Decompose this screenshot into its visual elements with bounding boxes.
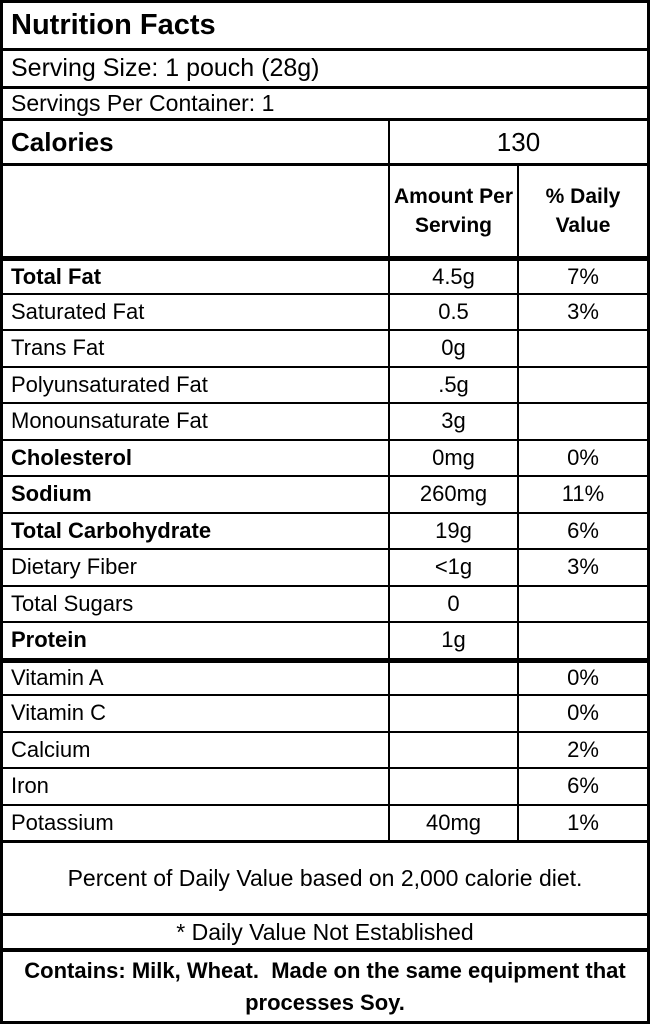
nutrient-label: Monounsaturate Fat — [11, 408, 208, 434]
nutrient-amount: 1g — [388, 623, 517, 658]
nutrient-dv: 0% — [517, 440, 647, 475]
nutrient-dv — [517, 367, 647, 402]
nutrient-row-total-fat: Total Fat 4.5g 7% — [3, 256, 647, 293]
nutrient-label: Total Fat — [11, 263, 102, 289]
calories-row: Calories 130 — [3, 118, 647, 163]
percent-daily-value-note: Percent of Daily Value based on 2,000 ca… — [3, 840, 647, 913]
nutrient-label: Total Sugars — [11, 590, 134, 616]
nutrient-label: Total Carbohydrate — [11, 517, 212, 543]
nutrient-label: Trans Fat — [11, 335, 105, 361]
vitamin-label: Vitamin A — [11, 665, 104, 691]
vitamin-dv: 1% — [517, 805, 647, 840]
nutrient-label: Polyunsaturated Fat — [11, 371, 208, 397]
nutrient-row-total-sugars: Total Sugars 0 — [3, 584, 647, 621]
calories-value: 130 — [388, 121, 647, 163]
nutrient-dv: 3% — [517, 294, 647, 329]
vitamin-dv: 2% — [517, 732, 647, 767]
label-title-text: Nutrition Facts — [11, 9, 216, 41]
nutrient-row-protein: Protein 1g — [3, 621, 647, 658]
nutrient-dv: 6% — [517, 513, 647, 548]
nutrient-row-monounsaturate-fat: Monounsaturate Fat 3g — [3, 402, 647, 439]
vitamin-dv: 0% — [517, 696, 647, 731]
column-header-row: Amount Per Serving % Daily Value — [3, 163, 647, 256]
vitamin-dv: 6% — [517, 769, 647, 804]
allergen-statement-text: Contains: Milk, Wheat. Made on the same … — [24, 957, 632, 1015]
header-amount-per-serving: Amount Per Serving — [388, 166, 517, 256]
calories-label: Calories — [11, 126, 114, 157]
vitamin-row-potassium: Potassium 40mg 1% — [3, 803, 647, 840]
daily-value-not-established-note: * Daily Value Not Established — [3, 913, 647, 948]
percent-daily-value-note-text: Percent of Daily Value based on 2,000 ca… — [67, 864, 583, 891]
nutrient-row-sodium: Sodium 260mg 11% — [3, 475, 647, 512]
nutrient-amount: 0.5 — [388, 294, 517, 329]
vitamin-row-vitamin-c: Vitamin C 0% — [3, 694, 647, 731]
vitamin-label: Calcium — [11, 736, 91, 762]
header-empty-cell — [3, 166, 388, 256]
nutrient-label: Saturated Fat — [11, 298, 145, 324]
label-title: Nutrition Facts — [3, 3, 647, 48]
nutrient-label: Cholesterol — [11, 444, 133, 470]
vitamin-label: Iron — [11, 773, 49, 799]
vitamin-amount — [388, 769, 517, 804]
nutrient-dv — [517, 331, 647, 366]
nutrient-amount: 0g — [388, 331, 517, 366]
nutrient-label: Dietary Fiber — [11, 554, 137, 580]
vitamin-row-calcium: Calcium 2% — [3, 730, 647, 767]
allergen-statement: Contains: Milk, Wheat. Made on the same … — [3, 948, 647, 1021]
nutrient-dv: 3% — [517, 550, 647, 585]
vitamin-amount — [388, 662, 517, 694]
vitamin-label: Potassium — [11, 809, 114, 835]
vitamin-amount — [388, 732, 517, 767]
servings-per-container-row: Servings Per Container: 1 — [3, 86, 647, 118]
vitamin-row-iron: Iron 6% — [3, 767, 647, 804]
serving-size-text: Serving Size: 1 pouch (28g) — [11, 54, 320, 82]
vitamin-amount: 40mg — [388, 805, 517, 840]
nutrient-amount: .5g — [388, 367, 517, 402]
nutrient-dv: 11% — [517, 477, 647, 512]
nutrient-amount: 4.5g — [388, 261, 517, 293]
nutrient-row-total-carbohydrate: Total Carbohydrate 19g 6% — [3, 511, 647, 548]
daily-value-not-established-text: * Daily Value Not Established — [176, 918, 474, 945]
nutrient-dv — [517, 623, 647, 658]
vitamin-row-vitamin-a: Vitamin A 0% — [3, 657, 647, 694]
nutrient-row-trans-fat: Trans Fat 0g — [3, 329, 647, 366]
nutrient-amount: 0 — [388, 586, 517, 621]
servings-per-container-text: Servings Per Container: 1 — [11, 90, 275, 116]
nutrient-amount: 3g — [388, 404, 517, 439]
nutrient-dv — [517, 404, 647, 439]
nutrient-label: Protein — [11, 627, 87, 653]
nutrient-dv — [517, 586, 647, 621]
nutrient-amount: <1g — [388, 550, 517, 585]
header-percent-daily-value: % Daily Value — [517, 166, 647, 256]
nutrient-label: Sodium — [11, 481, 92, 507]
nutrient-row-dietary-fiber: Dietary Fiber <1g 3% — [3, 548, 647, 585]
vitamin-amount — [388, 696, 517, 731]
nutrient-amount: 0mg — [388, 440, 517, 475]
nutrient-row-polyunsaturated-fat: Polyunsaturated Fat .5g — [3, 365, 647, 402]
nutrient-dv: 7% — [517, 261, 647, 293]
vitamin-dv: 0% — [517, 662, 647, 694]
nutrient-amount: 260mg — [388, 477, 517, 512]
vitamin-label: Vitamin C — [11, 700, 106, 726]
nutrient-amount: 19g — [388, 513, 517, 548]
nutrient-row-saturated-fat: Saturated Fat 0.5 3% — [3, 292, 647, 329]
serving-size-row: Serving Size: 1 pouch (28g) — [3, 48, 647, 86]
nutrient-row-cholesterol: Cholesterol 0mg 0% — [3, 438, 647, 475]
